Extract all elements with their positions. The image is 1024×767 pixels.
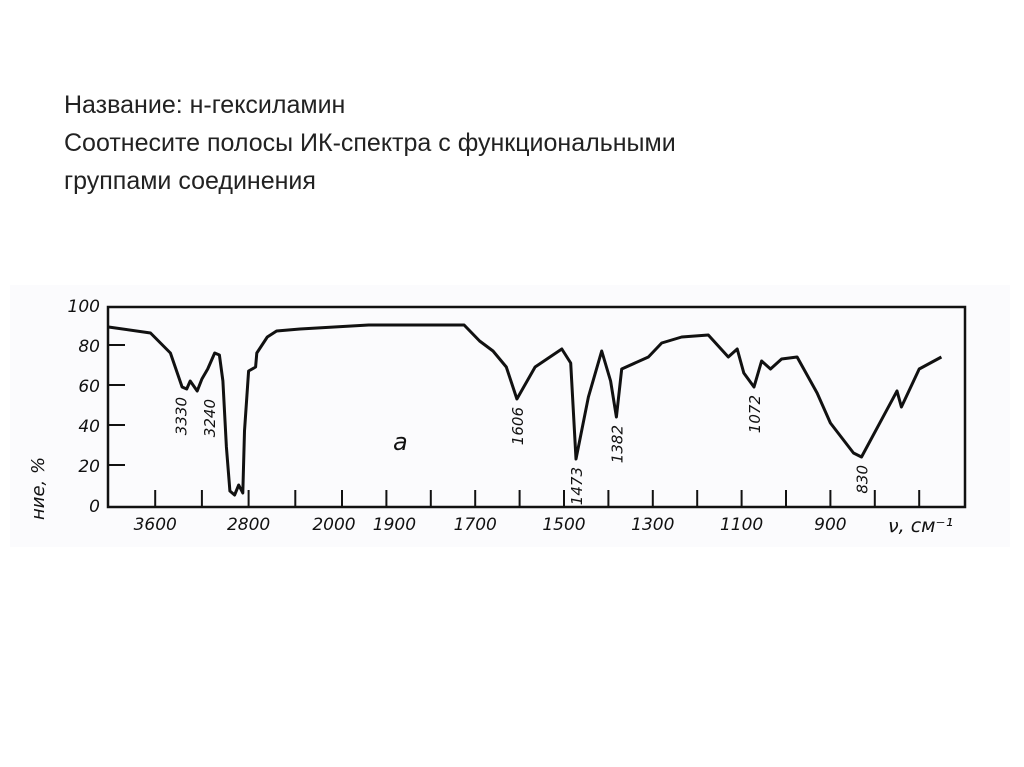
chart-background <box>10 285 1010 547</box>
x-axis-label: ν, см⁻¹ <box>888 515 953 537</box>
plot-frame <box>106 305 967 509</box>
peak-label: 3240 <box>201 399 219 437</box>
x-tick-label: 900 <box>814 515 846 535</box>
x-tick-label: 2000 <box>312 515 355 535</box>
task-line-2: группами соединения <box>64 167 316 195</box>
compound-name: Название: н-гексиламин <box>64 91 346 119</box>
peak-label: 3330 <box>173 397 191 435</box>
slide-text: Название: н-гексиламин Соотнесите полосы… <box>64 86 676 200</box>
x-tick-label: 1100 <box>720 515 763 535</box>
x-tick-label: 1900 <box>373 515 416 535</box>
y-tick-label: 0 <box>89 497 100 517</box>
y-tick-label: 20 <box>78 457 100 477</box>
x-tick-label: 1500 <box>542 515 585 535</box>
y-axis-label: ние, % <box>28 457 49 520</box>
y-tick-label: 40 <box>78 417 100 437</box>
peak-label: 830 <box>853 465 871 494</box>
x-tick-label: 3600 <box>134 515 177 535</box>
y-tick-label: 60 <box>78 377 100 397</box>
x-tick-label: 2800 <box>227 515 270 535</box>
peak-label: 1072 <box>746 395 764 433</box>
panel-label: a <box>393 428 408 456</box>
peak-label: 1382 <box>608 425 626 463</box>
task-line-1: Соотнесите полосы ИК-спектра с функциона… <box>64 129 676 157</box>
peak-label: 1473 <box>568 467 586 505</box>
peak-label: 1606 <box>509 407 527 445</box>
y-tick-label: 80 <box>78 337 100 357</box>
spectrum-line <box>108 323 943 497</box>
x-tick-label: 1700 <box>454 515 497 535</box>
x-tick-label: 1300 <box>631 515 674 535</box>
y-tick-label: 100 <box>68 297 100 317</box>
